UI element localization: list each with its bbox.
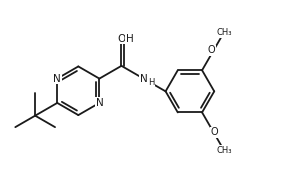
Text: CH₃: CH₃ (217, 28, 232, 37)
Text: H: H (148, 78, 154, 87)
Text: O: O (208, 45, 216, 55)
Text: N: N (53, 74, 61, 84)
Text: N: N (95, 98, 103, 108)
Text: CH₃: CH₃ (217, 146, 232, 155)
Text: H: H (126, 34, 134, 44)
Text: O: O (117, 34, 126, 44)
Text: O: O (210, 127, 218, 137)
Text: N: N (140, 74, 148, 84)
